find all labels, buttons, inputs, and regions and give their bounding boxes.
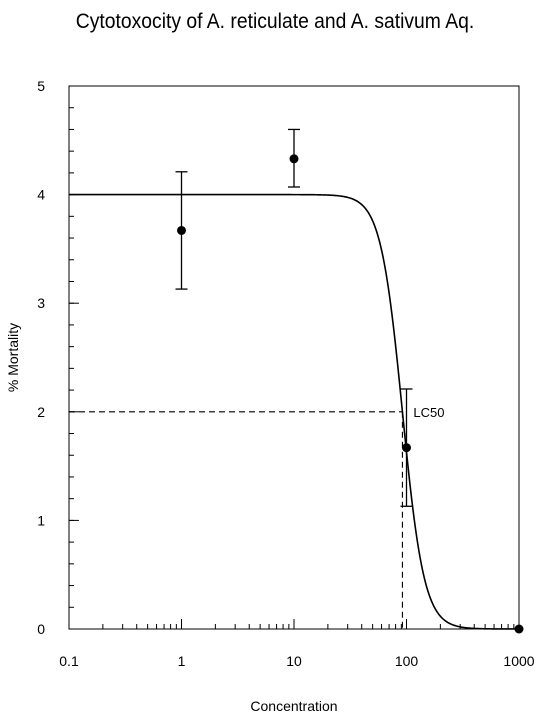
- lc50-reference-lines: [69, 411, 403, 629]
- y-axis-ticks: 0 1 2 3 4 5: [37, 78, 79, 637]
- y-tick-label: 5: [37, 78, 45, 94]
- y-tick-label: 1: [37, 512, 45, 528]
- y-axis-label: % Mortality: [5, 323, 21, 392]
- error-bars: [175, 128, 413, 507]
- fit-curve: [69, 193, 519, 630]
- data-point: [177, 225, 186, 235]
- y-tick-label: 2: [37, 404, 45, 420]
- x-axis-label: Concentration: [250, 698, 337, 714]
- chart-title: Cytotoxocity of A. reticulate and A. sat…: [75, 10, 475, 33]
- y-tick-label: 3: [37, 295, 45, 311]
- data-point: [289, 154, 299, 164]
- x-tick-label: 0.1: [59, 653, 79, 669]
- y-tick-label: 0: [37, 621, 45, 637]
- x-tick-label: 10: [286, 653, 302, 669]
- data-points: [177, 154, 524, 634]
- y-tick-label: 4: [37, 187, 45, 203]
- x-tick-label: 100: [395, 653, 419, 669]
- x-axis-ticks: 0.1 1 10 100 1000: [59, 619, 535, 669]
- data-point: [514, 624, 524, 634]
- x-tick-label: 1000: [503, 653, 534, 669]
- lc50-annotation: LC50: [413, 405, 444, 420]
- x-tick-label: 1: [178, 653, 186, 669]
- data-point: [402, 443, 411, 453]
